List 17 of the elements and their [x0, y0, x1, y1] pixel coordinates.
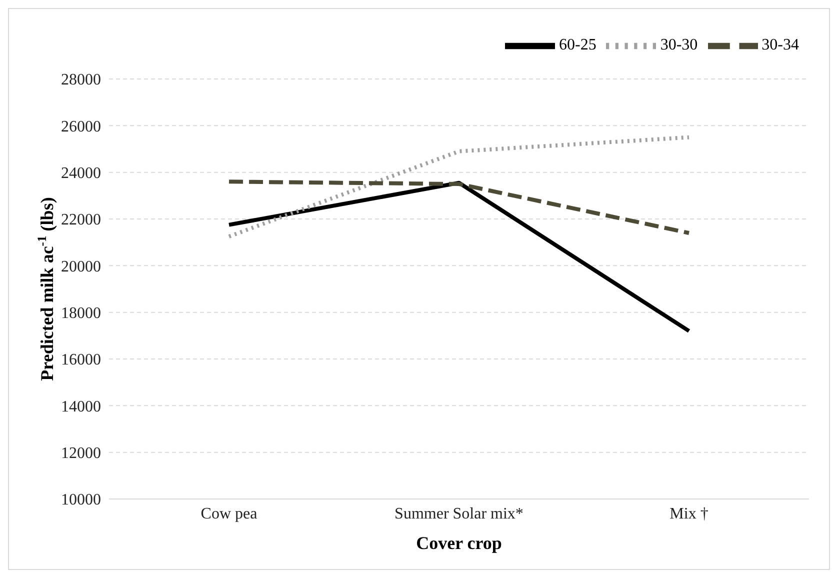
y-tick-label: 12000: [61, 445, 101, 462]
legend-label: 30-30: [660, 36, 698, 54]
y-tick-label: 18000: [61, 305, 101, 322]
x-tick-label: Mix †: [670, 505, 708, 522]
y-tick-label: 26000: [61, 118, 101, 136]
x-axis-title: Cover crop: [416, 533, 502, 553]
legend-label: 60-25: [559, 36, 596, 54]
y-tick-label: 28000: [61, 72, 101, 89]
y-tick-label: 22000: [61, 212, 101, 229]
y-tick-label: 14000: [61, 398, 101, 416]
y-tick-label: 10000: [61, 492, 101, 509]
y-tick-label: 24000: [61, 165, 101, 182]
y-tick-label: 20000: [61, 258, 101, 276]
x-tick-label: Summer Solar mix*: [394, 505, 524, 522]
y-tick-label: 16000: [61, 352, 101, 369]
legend-label: 30-34: [762, 36, 799, 54]
x-tick-label: Cow pea: [200, 505, 258, 522]
